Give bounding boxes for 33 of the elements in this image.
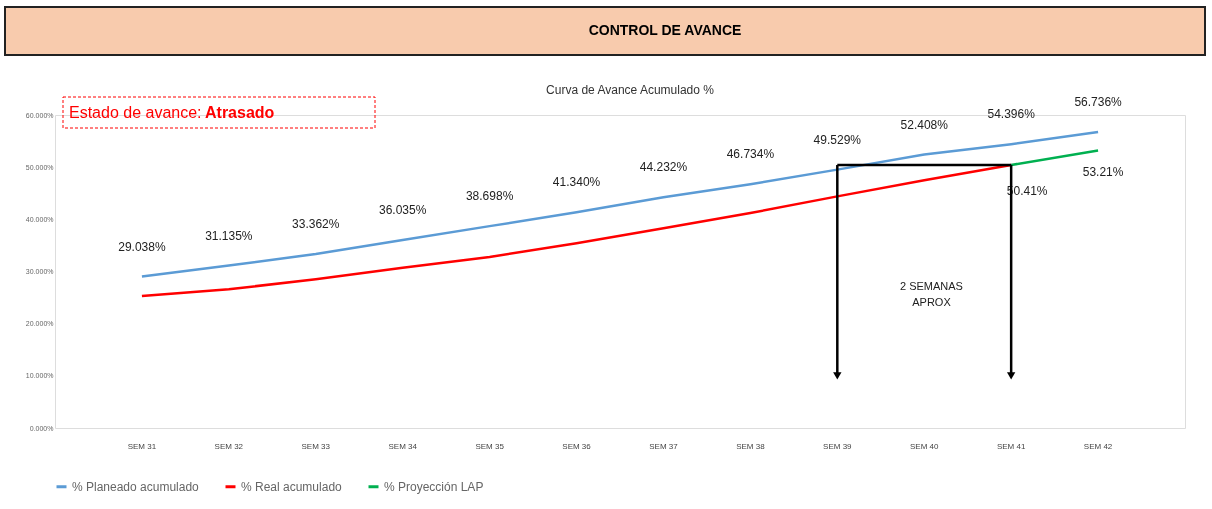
x-tick-label: SEM 32 <box>214 441 244 451</box>
x-tick-label: SEM 34 <box>388 441 418 451</box>
data-label: 29.038% <box>118 239 166 254</box>
data-label: 56.736% <box>1074 95 1123 110</box>
x-tick-label: SEM 37 <box>649 441 679 451</box>
chart-subtitle: Curva de Avance Acumulado % <box>546 83 715 97</box>
x-tick-label: SEM 40 <box>910 441 939 451</box>
data-label: 53.21% <box>1082 165 1124 180</box>
data-label: 49.529% <box>813 132 862 147</box>
legend-label: % Real acumulado <box>241 479 343 494</box>
data-label: 46.734% <box>726 147 775 162</box>
legend-label: % Planeado acumulado <box>72 479 200 494</box>
x-tick-label: SEM 38 <box>736 441 766 451</box>
data-label: 31.135% <box>205 228 253 243</box>
data-label: 41.340% <box>552 175 601 190</box>
x-tick-label: SEM 36 <box>562 441 592 451</box>
data-label: 38.698% <box>465 189 514 204</box>
annotation: Atrasado <box>205 104 275 121</box>
data-label: 36.035% <box>379 203 427 218</box>
annotation: 2 SEMANAS APROX <box>899 280 963 309</box>
data-label: 52.408% <box>900 117 949 132</box>
x-tick-label: SEM 42 <box>1083 441 1113 451</box>
x-tick-label: SEM 35 <box>475 441 505 451</box>
x-tick-label: SEM 33 <box>301 441 331 451</box>
x-tick-label: SEM 41 <box>996 441 1026 451</box>
annotation: Estado de avance: <box>69 104 202 121</box>
x-tick-label: SEM 31 <box>127 441 157 451</box>
data-label: 44.232% <box>639 160 688 175</box>
legend-label: % Proyección LAP <box>384 479 484 494</box>
data-label: 54.396% <box>987 107 1036 122</box>
chart-title: CONTROL DE AVANCE <box>588 22 742 38</box>
x-tick-label: SEM 39 <box>823 441 853 451</box>
data-label: 33.362% <box>292 216 340 231</box>
